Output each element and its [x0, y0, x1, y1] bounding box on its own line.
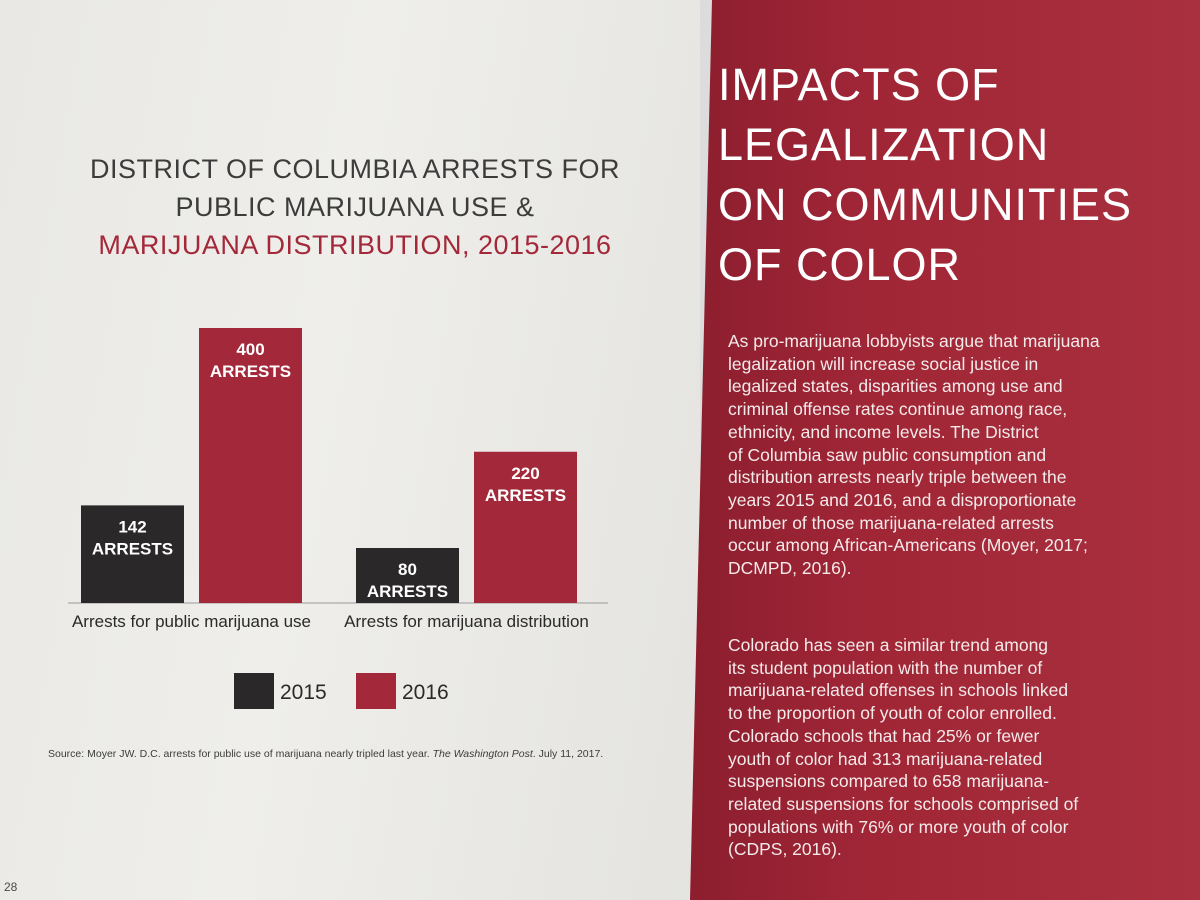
heading-line-4: OF COLOR — [718, 239, 962, 290]
chart-title-line-2: PUBLIC MARIJUANA USE & — [175, 192, 535, 222]
paragraph-colorado: Colorado has seen a similar trend among … — [728, 634, 1188, 861]
data-label: 80 — [398, 560, 417, 579]
paragraph-line: related suspensions for schools comprise… — [728, 793, 1079, 814]
data-label: ARRESTS — [210, 362, 291, 381]
paragraph-line: legalized states, disparities among use … — [728, 376, 1063, 397]
left-page — [0, 0, 700, 900]
category-label: Arrests for public marijuana use — [72, 612, 311, 631]
legend-label-2015: 2015 — [280, 681, 327, 704]
paragraph-line: years 2015 and 2016, and a disproportion… — [728, 489, 1077, 510]
legend-swatch-2016 — [356, 673, 396, 709]
data-label: 220 — [511, 464, 539, 483]
paragraph-line: number of those marijuana-related arrest… — [728, 512, 1054, 533]
chart-title-line-3: MARIJUANA DISTRIBUTION, 2015-2016 — [98, 230, 612, 260]
legend-swatch-2015 — [234, 673, 274, 709]
source-publication: The Washington Post — [432, 748, 533, 760]
paragraph-line: of Columbia saw public consumption and — [728, 444, 1047, 465]
paragraph-line: occur among African-Americans (Moyer, 20… — [728, 535, 1088, 556]
chart-title-line-1: DISTRICT OF COLUMBIA ARRESTS FOR — [89, 154, 621, 184]
heading-line-3: ON COMMUNITIES — [718, 179, 1132, 230]
paragraph-line: (CDPS, 2016). — [728, 839, 842, 860]
bar-2016-public-use — [199, 328, 302, 603]
paragraph-line: criminal offense rates continue among ra… — [728, 399, 1068, 420]
paragraph-line: As pro-marijuana lobbyists argue that ma… — [728, 331, 1100, 351]
bar-2016-distribution — [474, 451, 577, 603]
bar-2015-public-use — [81, 505, 184, 603]
page-number: 28 — [4, 880, 18, 894]
section-heading: IMPACTS OF LEGALIZATION ON COMMUNITIES O… — [718, 55, 1193, 295]
paragraph-line: populations with 76% or more youth of co… — [728, 816, 1069, 837]
paragraph-line: distribution arrests nearly triple betwe… — [728, 467, 1067, 488]
bar-chart: 142 ARRESTS 400 ARRESTS Arrests for public m… — [68, 328, 608, 709]
source-citation: Source: Moyer JW. D.C. arrests for publi… — [48, 748, 688, 760]
paragraph-line: Colorado has seen a similar trend among — [728, 635, 1049, 655]
source-prefix: Source: Moyer JW. D.C. arrests for publi… — [48, 748, 430, 760]
right-page — [690, 0, 1200, 900]
source-suffix: . July 11, 2017. — [532, 748, 604, 760]
heading-line-1: IMPACTS OF — [718, 59, 1000, 110]
data-label: ARRESTS — [485, 486, 566, 505]
paragraph-line: ethnicity, and income levels. The Distri… — [728, 421, 1039, 442]
paragraph-line: DCMPD, 2016). — [728, 558, 852, 579]
chart-title: DISTRICT OF COLUMBIA ARRESTS FOR PUBLIC … — [40, 150, 670, 264]
paragraph-line: suspensions compared to 658 marijuana- — [728, 771, 1050, 792]
heading-line-2: LEGALIZATION — [718, 119, 1050, 170]
data-label: 142 — [118, 517, 146, 536]
legend-label-2016: 2016 — [402, 681, 449, 704]
category-label: Arrests for marijuana distribution — [344, 612, 589, 631]
data-label: ARRESTS — [92, 539, 173, 558]
data-label: 400 — [236, 340, 264, 359]
paragraph-line: marijuana-related offenses in schools li… — [728, 680, 1069, 701]
paragraph-line: its student population with the number o… — [728, 657, 1043, 678]
paragraph-line: to the proportion of youth of color enro… — [728, 703, 1057, 724]
bar-2015-distribution — [356, 548, 459, 603]
data-label: ARRESTS — [367, 582, 448, 601]
paragraph-line: legalization will increase social justic… — [728, 353, 1039, 374]
paragraph-dc: As pro-marijuana lobbyists argue that ma… — [728, 330, 1188, 580]
paragraph-line: youth of color had 313 marijuana-related — [728, 748, 1043, 769]
paragraph-line: Colorado schools that had 25% or fewer — [728, 725, 1040, 746]
